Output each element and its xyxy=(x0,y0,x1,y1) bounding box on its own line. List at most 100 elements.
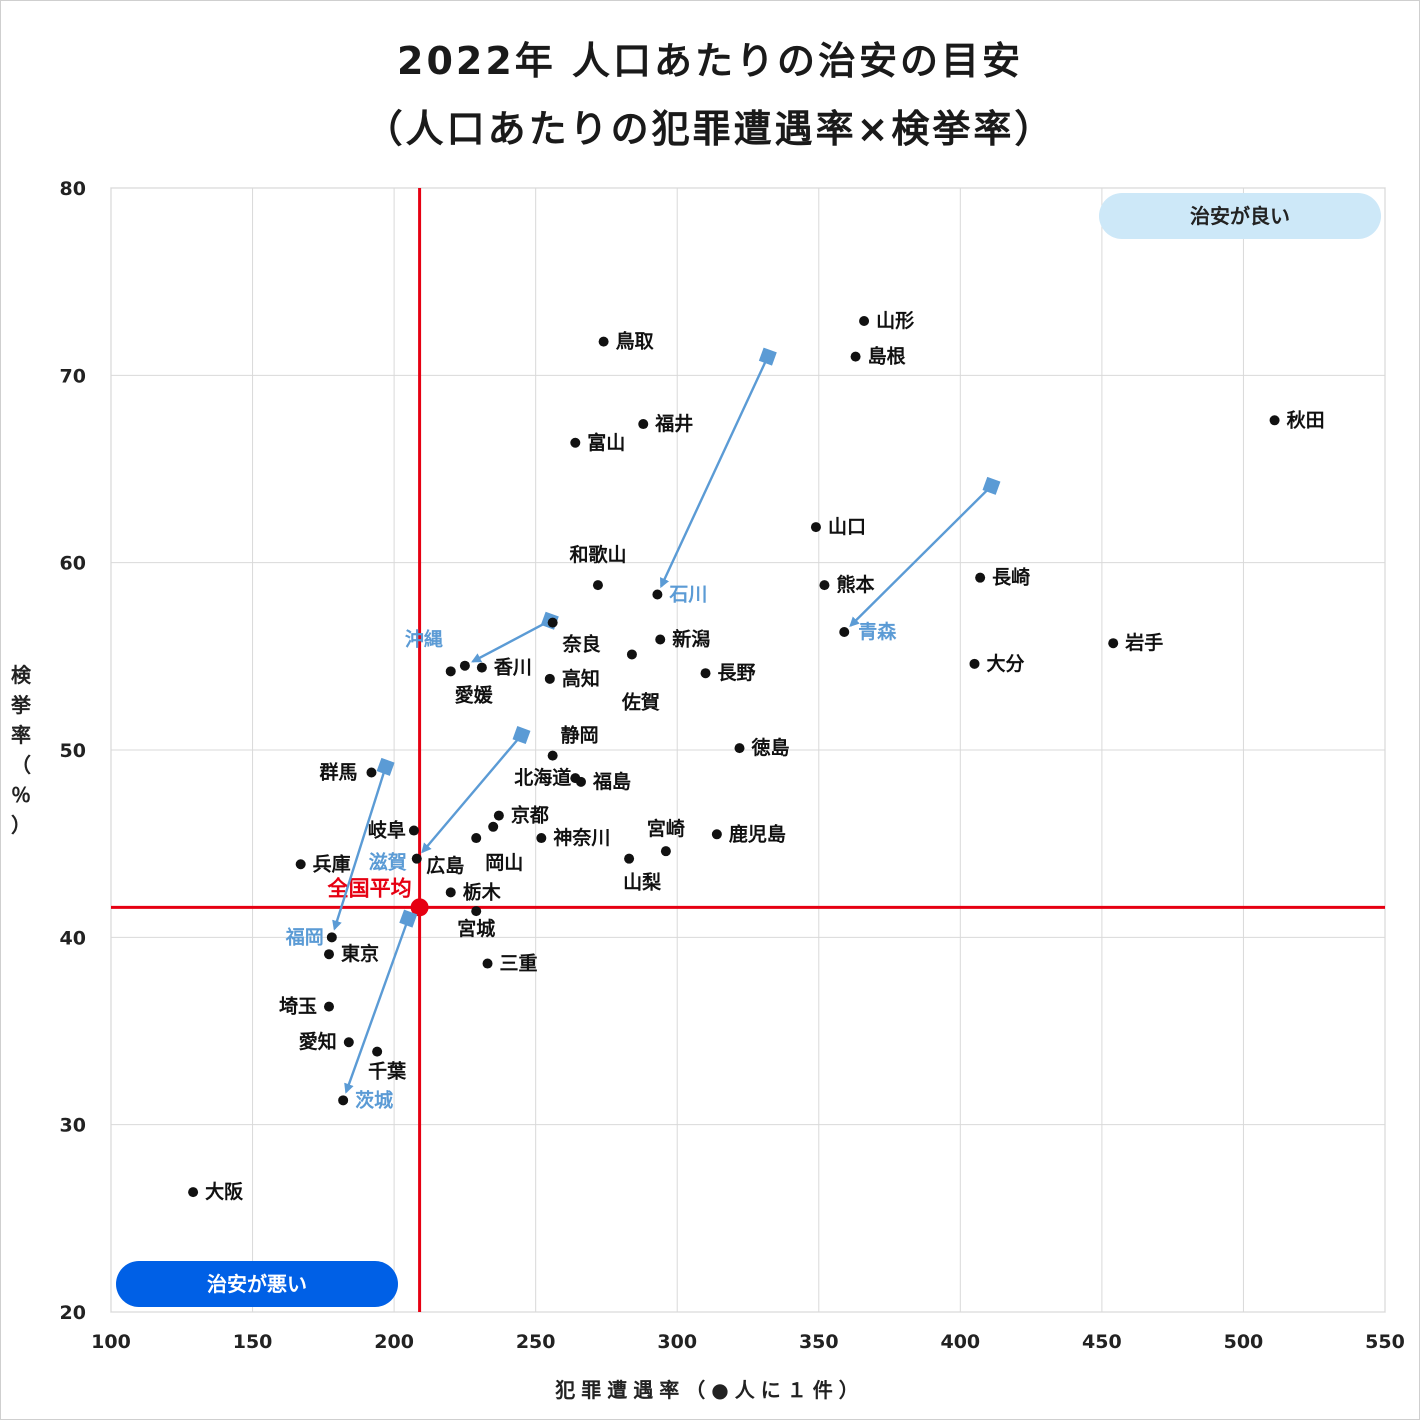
data-label-山口: 山口 xyxy=(828,516,866,538)
data-label-東京: 東京 xyxy=(341,942,379,965)
data-label-徳島: 徳島 xyxy=(751,736,790,759)
chart-title: 2022年 人口あたりの治安の目安 xyxy=(397,39,1023,83)
y-axis-label-char: 挙 xyxy=(11,693,31,717)
data-label-福岡: 福岡 xyxy=(285,925,324,948)
y-tick-label: 50 xyxy=(60,740,86,762)
data-label-滋賀: 滋賀 xyxy=(369,851,407,874)
data-point-青森 xyxy=(839,626,850,637)
trend-arrow xyxy=(660,356,769,589)
data-label-宮崎: 宮崎 xyxy=(647,817,685,840)
x-tick-label: 300 xyxy=(657,1331,697,1353)
data-point-岩手 xyxy=(1108,638,1119,649)
x-tick-label: 100 xyxy=(91,1331,131,1353)
x-tick-label: 400 xyxy=(940,1331,980,1353)
data-label-兵庫: 兵庫 xyxy=(313,852,351,875)
data-point-長野 xyxy=(700,668,711,679)
data-point-滋賀 xyxy=(411,853,422,864)
data-label-石川: 石川 xyxy=(668,584,707,606)
data-label-長野: 長野 xyxy=(718,662,756,684)
data-point-埼玉 xyxy=(323,1001,334,1012)
data-point-愛知 xyxy=(343,1037,354,1048)
average-label: 全国平均 xyxy=(327,876,412,900)
data-label-秋田: 秋田 xyxy=(1287,408,1325,431)
data-point-富山 xyxy=(570,437,581,448)
data-label-熊本: 熊本 xyxy=(836,573,874,596)
data-label-青森: 青森 xyxy=(858,620,897,643)
data-point-神奈川 xyxy=(536,833,547,844)
x-tick-label: 500 xyxy=(1224,1331,1264,1353)
data-point-岐阜 xyxy=(408,825,419,836)
x-tick-label: 250 xyxy=(516,1331,556,1353)
data-point-京都 xyxy=(493,810,504,821)
chart-subtitle: （人口あたりの犯罪遭遇率×検挙率） xyxy=(364,107,1056,151)
y-tick-label: 60 xyxy=(60,553,86,575)
data-point-東京 xyxy=(323,949,334,960)
data-point-宮城 xyxy=(471,906,482,917)
data-label-山形: 山形 xyxy=(876,310,914,332)
data-label-沖縄: 沖縄 xyxy=(405,628,443,651)
data-point-大阪 xyxy=(188,1187,199,1198)
trend-arrow xyxy=(421,734,523,854)
data-label-埼玉: 埼玉 xyxy=(279,995,317,1018)
y-tick-label: 20 xyxy=(60,1302,86,1324)
data-label-富山: 富山 xyxy=(587,431,625,454)
y-tick-label: 70 xyxy=(60,365,86,387)
data-label-愛知: 愛知 xyxy=(299,1030,337,1053)
data-point-大分 xyxy=(969,658,980,669)
data-point-山梨 xyxy=(624,853,635,864)
x-axis-label: 犯罪遭遇率（●人に１件） xyxy=(555,1378,865,1402)
trend-arrow xyxy=(471,619,551,663)
data-point-高知 xyxy=(544,673,555,684)
good-badge-label: 治安が良い xyxy=(1190,204,1290,228)
data-point-岡山 xyxy=(488,821,499,832)
data-point-福井 xyxy=(638,419,649,430)
y-axis-label-char: 率 xyxy=(11,723,31,747)
data-label-岐阜: 岐阜 xyxy=(368,819,406,842)
data-label-大分: 大分 xyxy=(986,652,1024,675)
y-tick-label: 80 xyxy=(60,178,86,200)
data-point-福島 xyxy=(575,776,586,787)
bad-badge xyxy=(116,1261,398,1307)
x-tick-label: 350 xyxy=(799,1331,839,1353)
data-label-福島: 福島 xyxy=(592,770,631,793)
data-point-島根 xyxy=(850,351,861,362)
data-label-奈良: 奈良 xyxy=(562,633,601,656)
data-point-広島 xyxy=(471,833,482,844)
data-label-大阪: 大阪 xyxy=(205,1180,244,1203)
data-point-三重 xyxy=(482,958,493,969)
data-label-鳥取: 鳥取 xyxy=(616,330,654,353)
data-point-和歌山 xyxy=(592,580,603,591)
y-axis-label: 検挙率 （ ％ ） xyxy=(8,660,34,840)
data-label-香川: 香川 xyxy=(493,657,532,679)
data-point-静岡 xyxy=(547,750,558,761)
data-point-鹿児島 xyxy=(711,829,722,840)
data-label-広島: 広島 xyxy=(426,854,464,877)
data-point-茨城 xyxy=(338,1095,349,1106)
data-label-静岡: 静岡 xyxy=(561,724,599,747)
data-point-奈良 xyxy=(547,617,558,628)
data-label-新潟: 新潟 xyxy=(672,627,710,650)
data-label-宮城: 宮城 xyxy=(457,917,495,940)
data-label-栃木: 栃木 xyxy=(463,880,502,903)
x-tick-label: 450 xyxy=(1082,1331,1122,1353)
data-point-香川 xyxy=(476,662,487,673)
data-point-群馬 xyxy=(366,767,377,778)
data-point-兵庫 xyxy=(295,859,306,870)
data-label-京都: 京都 xyxy=(511,804,549,827)
data-point-佐賀 xyxy=(626,649,637,660)
data-label-神奈川: 神奈川 xyxy=(553,826,610,849)
data-label-岡山: 岡山 xyxy=(485,852,523,874)
data-point-熊本 xyxy=(819,580,830,591)
data-label-鹿児島: 鹿児島 xyxy=(729,822,786,845)
previous-year-marker xyxy=(399,909,418,928)
data-label-群馬: 群馬 xyxy=(318,760,357,783)
y-axis-label-char: ％ xyxy=(11,783,31,807)
trend-arrow xyxy=(344,918,410,1094)
y-tick-label: 40 xyxy=(60,927,86,949)
data-point-福岡 xyxy=(326,932,337,943)
data-point-山形 xyxy=(859,316,870,327)
data-point-鳥取 xyxy=(598,336,609,347)
previous-year-marker xyxy=(512,726,531,744)
y-axis-label-char: （ xyxy=(11,753,31,777)
